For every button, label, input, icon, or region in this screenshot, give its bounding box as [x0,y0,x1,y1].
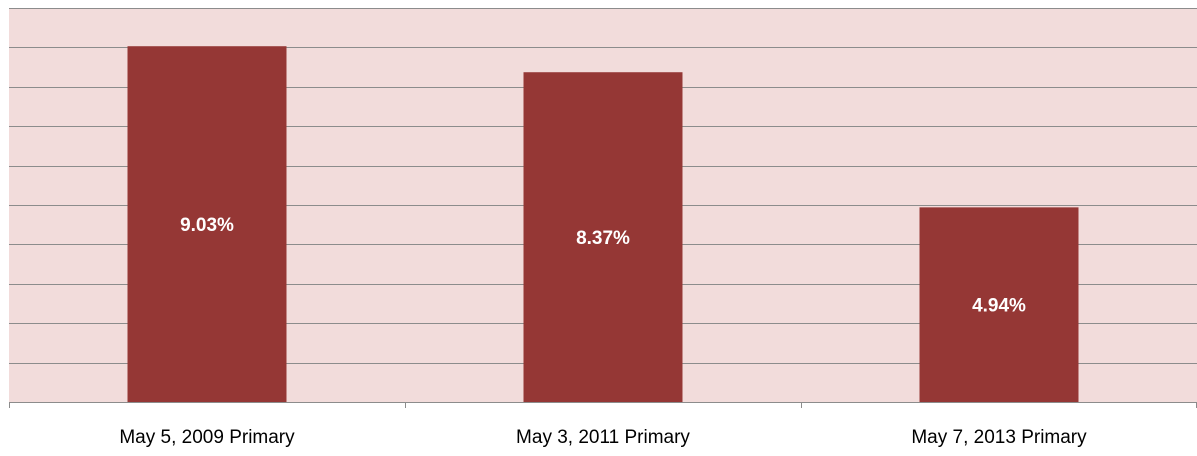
category-label: May 7, 2013 Primary [911,427,1087,448]
bar [523,72,683,403]
x-axis [9,402,1197,408]
bar [919,207,1079,402]
labels: 9.03% May 5, 2009 Primary 8.37% May 3, 2011… [119,215,1087,448]
category-label: May 5, 2009 Primary [119,427,295,448]
bars [127,46,1079,403]
bar-value-label: 9.03% [180,215,234,236]
bar-value-label: 8.37% [576,228,630,249]
bar [127,46,287,403]
category-label: May 3, 2011 Primary [516,427,690,448]
bar-value-label: 4.94% [972,296,1026,317]
